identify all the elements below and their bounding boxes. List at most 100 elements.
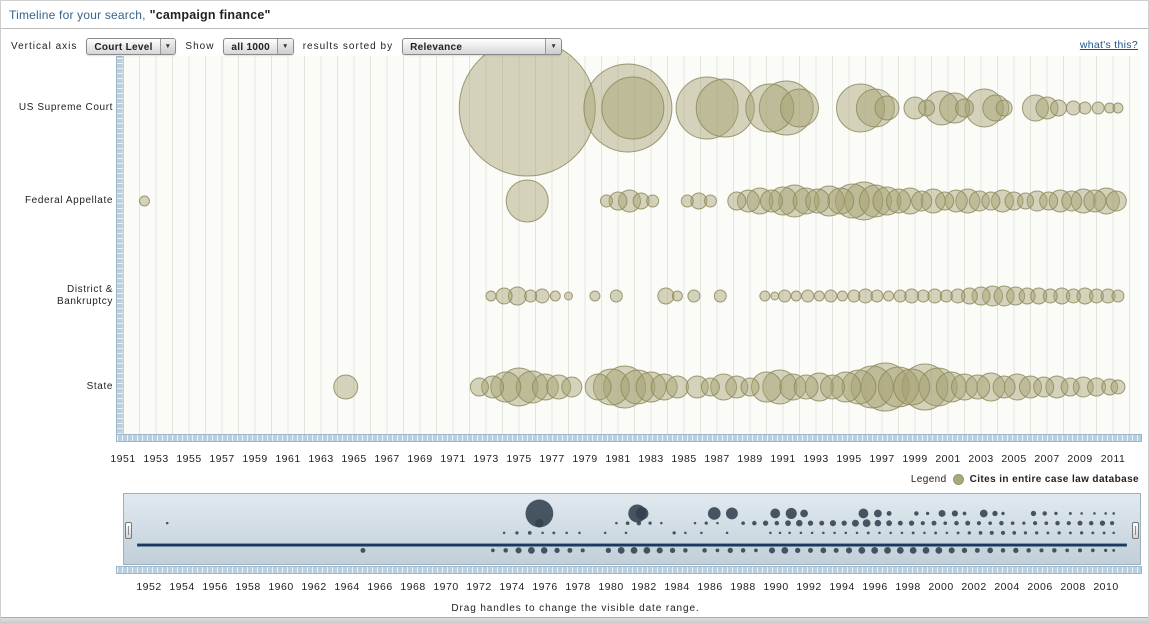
case-bubble[interactable]: [992, 375, 1016, 399]
case-bubble[interactable]: [904, 288, 920, 304]
case-bubble[interactable]: [939, 289, 953, 303]
case-bubble[interactable]: [844, 181, 884, 221]
case-bubble[interactable]: [1083, 189, 1107, 213]
case-bubble[interactable]: [780, 88, 819, 128]
case-bubble[interactable]: [546, 374, 572, 400]
case-bubble[interactable]: [495, 287, 513, 305]
case-bubble[interactable]: [1104, 102, 1116, 114]
case-bubble[interactable]: [1030, 287, 1048, 305]
case-bubble[interactable]: [824, 289, 838, 303]
case-bubble[interactable]: [836, 83, 886, 133]
case-bubble[interactable]: [923, 90, 959, 126]
case-bubble[interactable]: [778, 289, 792, 303]
case-bubble[interactable]: [609, 289, 623, 303]
case-bubble[interactable]: [927, 288, 943, 304]
case-bubble[interactable]: [620, 369, 656, 405]
case-bubble[interactable]: [955, 188, 981, 214]
case-bubble[interactable]: [751, 371, 782, 403]
case-bubble[interactable]: [601, 76, 665, 140]
case-bubble[interactable]: [951, 373, 978, 401]
case-bubble[interactable]: [759, 189, 783, 213]
case-bubble[interactable]: [1050, 99, 1068, 117]
bottom-scrollbar[interactable]: [1, 617, 1148, 623]
case-bubble[interactable]: [1019, 375, 1042, 399]
case-bubble[interactable]: [561, 376, 583, 398]
case-bubble[interactable]: [549, 290, 561, 302]
case-bubble[interactable]: [469, 377, 489, 397]
whats-this-link[interactable]: what's this?: [1079, 39, 1138, 51]
case-bubble[interactable]: [1065, 100, 1081, 116]
case-bubble[interactable]: [836, 290, 848, 302]
case-bubble[interactable]: [759, 290, 771, 302]
case-bubble[interactable]: [944, 189, 968, 213]
case-bubble[interactable]: [671, 290, 683, 302]
case-bubble[interactable]: [827, 187, 855, 215]
case-bubble[interactable]: [858, 288, 873, 304]
case-bubble[interactable]: [1105, 190, 1127, 212]
case-bubble[interactable]: [333, 374, 359, 400]
case-bubble[interactable]: [813, 290, 825, 302]
case-bubble[interactable]: [505, 179, 549, 223]
case-bubble[interactable]: [1018, 287, 1036, 305]
case-bubble[interactable]: [893, 368, 931, 406]
case-bubble[interactable]: [1112, 102, 1124, 114]
case-bubble[interactable]: [939, 92, 971, 124]
case-bubble[interactable]: [1078, 101, 1092, 115]
minimap-scrollbar[interactable]: [116, 566, 1142, 574]
case-bubble[interactable]: [490, 371, 522, 403]
case-bubble[interactable]: [499, 367, 539, 407]
case-bubble[interactable]: [834, 183, 870, 219]
case-bubble[interactable]: [790, 290, 802, 302]
case-bubble[interactable]: [1017, 192, 1035, 210]
case-bubble[interactable]: [1033, 376, 1055, 398]
case-bubble[interactable]: [564, 291, 573, 301]
right-drag-handle[interactable]: [1132, 522, 1139, 539]
case-bubble[interactable]: [665, 375, 689, 399]
case-bubble[interactable]: [918, 367, 958, 407]
case-bubble[interactable]: [485, 290, 497, 302]
case-bubble[interactable]: [901, 363, 949, 411]
case-bubble[interactable]: [608, 191, 628, 211]
case-bubble[interactable]: [740, 377, 760, 397]
case-bubble[interactable]: [1021, 94, 1049, 122]
case-bubble[interactable]: [1076, 287, 1094, 305]
case-bubble[interactable]: [680, 194, 694, 208]
case-bubble[interactable]: [820, 374, 845, 400]
case-bubble[interactable]: [583, 63, 673, 153]
horizontal-scrollbar[interactable]: [116, 434, 1142, 442]
case-bubble[interactable]: [982, 285, 1004, 307]
case-bubble[interactable]: [589, 290, 601, 302]
case-bubble[interactable]: [965, 374, 991, 400]
case-bubble[interactable]: [1101, 378, 1119, 396]
sort-order-dropdown[interactable]: Relevance ▼: [402, 38, 563, 55]
vertical-axis-dropdown[interactable]: Court Level ▼: [86, 38, 177, 55]
case-bubble[interactable]: [524, 289, 538, 303]
case-bubble[interactable]: [804, 372, 834, 402]
case-bubble[interactable]: [964, 88, 1004, 128]
case-bubble[interactable]: [1110, 379, 1126, 395]
case-bubble[interactable]: [860, 362, 910, 412]
case-bubble[interactable]: [675, 76, 739, 140]
case-bubble[interactable]: [995, 99, 1013, 117]
case-bubble[interactable]: [990, 189, 1014, 213]
case-bubble[interactable]: [993, 285, 1015, 307]
case-bubble[interactable]: [1072, 376, 1094, 398]
case-bubble[interactable]: [1003, 373, 1031, 401]
case-bubble[interactable]: [911, 190, 933, 212]
case-bubble[interactable]: [746, 187, 774, 215]
case-bubble[interactable]: [736, 189, 760, 213]
case-bubble[interactable]: [690, 192, 708, 210]
case-bubble[interactable]: [713, 289, 727, 303]
case-bubble[interactable]: [1039, 191, 1059, 211]
case-bubble[interactable]: [1087, 377, 1106, 397]
case-bubble[interactable]: [886, 188, 911, 214]
case-bubble[interactable]: [1042, 288, 1058, 304]
case-bubble[interactable]: [778, 184, 812, 218]
case-bubble[interactable]: [1091, 101, 1105, 115]
case-bubble[interactable]: [1065, 288, 1081, 304]
case-bubble[interactable]: [695, 78, 755, 138]
case-bubble[interactable]: [1053, 287, 1071, 305]
case-bubble[interactable]: [703, 194, 717, 208]
show-count-dropdown[interactable]: all 1000 ▼: [223, 38, 294, 55]
case-bubble[interactable]: [599, 194, 613, 208]
